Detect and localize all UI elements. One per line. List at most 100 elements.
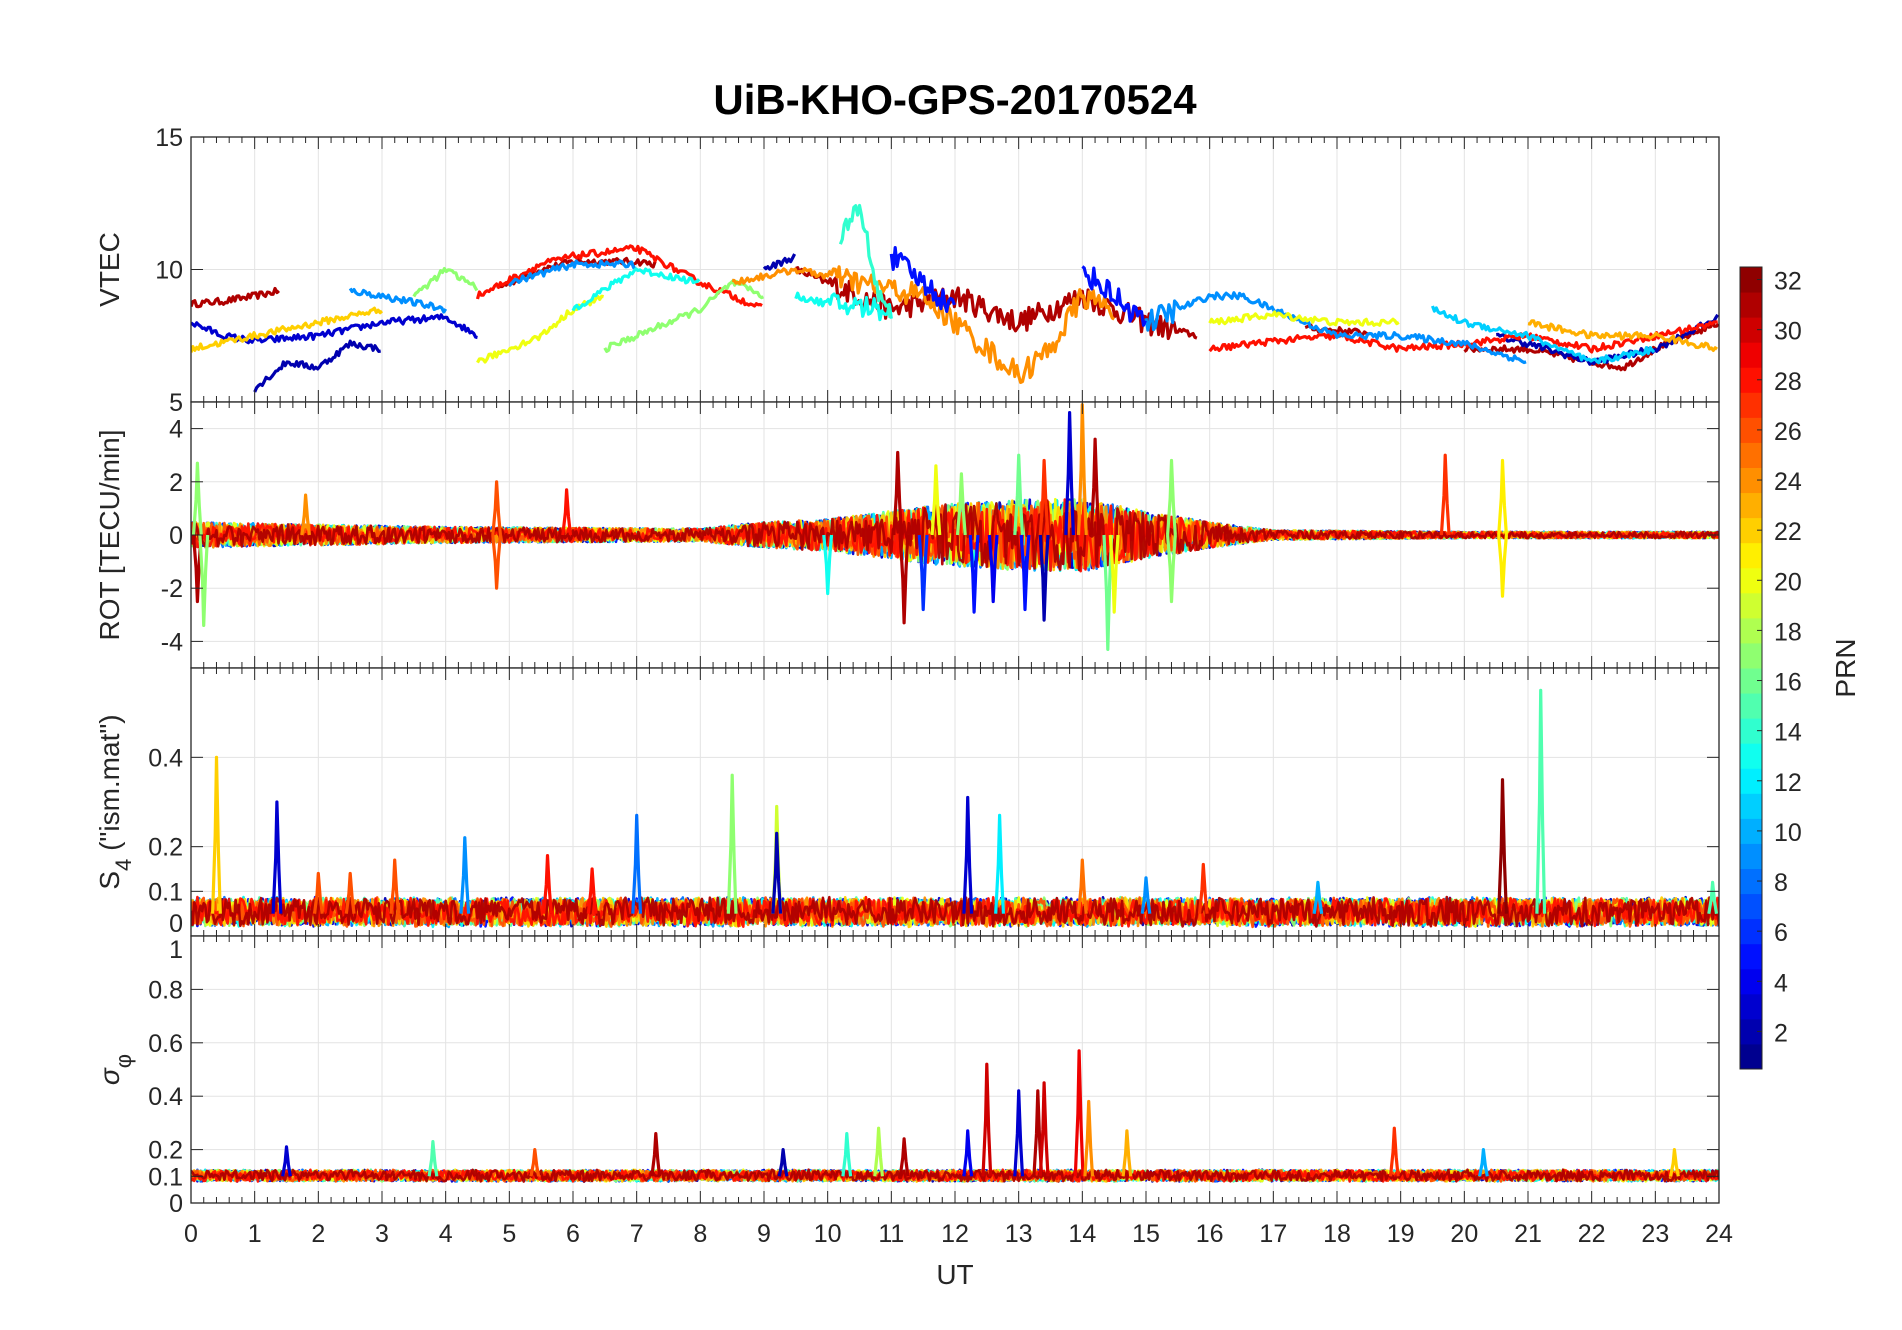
colorbar-frame: [1739, 266, 1763, 1070]
peak-prn-25: [1076, 858, 1088, 914]
series-line-prn-23: [1527, 319, 1719, 352]
series-line-prn-31: [191, 498, 1719, 572]
peak-prn-15: [1707, 880, 1719, 914]
panel-s4: 0 0.1 0.2 0.4 S4 ("ism.mat"): [94, 667, 1720, 938]
series-line-prn-11: [1431, 305, 1656, 365]
y-tick-label: 5: [169, 389, 183, 417]
peak-prn-22: [211, 755, 222, 914]
x-tick-label: 1: [248, 1220, 262, 1248]
colorbar-level: [1740, 542, 1762, 569]
peak-prn-3: [962, 795, 974, 914]
colorbar-level: [1740, 342, 1762, 368]
x-tick-label: 13: [1005, 1220, 1033, 1248]
peak-prn-18: [873, 1126, 884, 1177]
peak-prn-15: [1535, 688, 1547, 914]
colorbar-level: [1740, 843, 1762, 869]
y-tick-label: 0: [169, 1190, 183, 1218]
colorbar-level: [1740, 793, 1762, 819]
peak-prn-17: [191, 461, 203, 536]
peak-prn-28: [542, 853, 553, 914]
series-line-prn-31: [191, 286, 281, 309]
colorbar-tick-label: 16: [1774, 669, 1802, 697]
peak-prn-28: [561, 488, 573, 536]
x-tick-label: 14: [1068, 1220, 1096, 1248]
series-line-prn-5: [889, 246, 956, 313]
colorbar-level: [1740, 868, 1762, 895]
series-line-prn-9: [348, 287, 448, 314]
colorbar-level: [1740, 818, 1762, 844]
panel-vtec: 5 10 15 VTEC: [94, 124, 1720, 417]
series-line-prn-14: [838, 203, 892, 319]
peak-prn-6: [917, 534, 929, 612]
y-tick-label: 2: [169, 469, 183, 497]
y-tick-label: 0: [169, 522, 183, 550]
colorbar-level: [1740, 417, 1762, 443]
colorbar-level: [1740, 617, 1762, 644]
data-layer: [191, 1049, 1719, 1183]
x-tick-label: 9: [757, 1220, 771, 1248]
peak-prn-17: [955, 472, 967, 536]
peak-prn-10: [1478, 1147, 1489, 1177]
peak-prn-30: [981, 1062, 993, 1177]
series-line-prn-31: [191, 1168, 1719, 1183]
peak-prn-31: [650, 1131, 662, 1177]
x-tick-label: 11: [878, 1220, 904, 1248]
peak-prn-15: [427, 1139, 439, 1177]
peak-prn-12: [994, 813, 1005, 914]
y-tick-label: 0.2: [148, 834, 183, 862]
colorbar-level: [1740, 943, 1762, 970]
colorbar-level: [1740, 592, 1762, 619]
data-layer: [191, 403, 1719, 652]
y-axis-label-sub: φ: [111, 1054, 136, 1068]
y-tick-label: 10: [155, 257, 183, 285]
colorbar-tick-label: 20: [1774, 568, 1802, 596]
peak-prn-24: [1083, 1099, 1095, 1177]
series-line-prn-28: [191, 498, 1719, 573]
x-tick-label: 22: [1578, 1220, 1606, 1248]
peak-prn-3: [281, 1145, 292, 1177]
series-line-prn-2: [253, 339, 381, 393]
series-line-prn-28: [191, 1168, 1719, 1183]
y-tick-label: 0.1: [148, 1163, 183, 1191]
peak-prn-31: [898, 534, 910, 625]
peak-prn-16: [1013, 453, 1025, 536]
x-tick-label: 18: [1323, 1220, 1351, 1248]
peak-prn-3: [1064, 411, 1075, 536]
peak-prn-21: [1497, 534, 1508, 598]
peak-prn-20: [1108, 534, 1120, 614]
y-tick-label: 1: [169, 936, 183, 964]
colorbar-tick-label: 28: [1774, 368, 1802, 396]
x-tick-label: 19: [1387, 1220, 1415, 1248]
colorbar-level: [1740, 768, 1762, 794]
colorbar-tick-label: 18: [1774, 618, 1802, 646]
peak-prn-4: [987, 534, 999, 604]
y-axis-label-sub: 4: [111, 859, 136, 871]
y-axis-label: VTEC: [94, 232, 125, 307]
y-tick-label: 0.8: [148, 976, 183, 1004]
peak-prn-10: [1312, 880, 1324, 914]
colorbar-level: [1740, 642, 1762, 669]
x-tick-label: 16: [1196, 1220, 1224, 1248]
y-axis-label: S4 ("ism.mat"): [94, 714, 136, 889]
peak-prn-3: [1013, 1089, 1025, 1177]
peak-prn-14: [841, 1131, 853, 1177]
x-tick-label: 2: [311, 1220, 325, 1248]
peak-prn-28: [586, 867, 598, 914]
x-tick-label: 6: [566, 1220, 580, 1248]
y-tick-label: 0.4: [148, 1083, 183, 1111]
y-tick-label: 0.1: [148, 878, 183, 906]
peak-prn-17: [198, 534, 210, 628]
colorbar-level: [1740, 1043, 1762, 1070]
colorbar-tick-label: 12: [1774, 769, 1802, 797]
peak-prn-16: [1102, 534, 1114, 652]
y-tick-label: 15: [155, 124, 183, 152]
series-line-prn-20: [1208, 310, 1400, 327]
peak-prn-30: [1038, 1081, 1050, 1177]
series-line-prn-9: [1144, 291, 1527, 365]
peak-prn-17: [1166, 534, 1177, 604]
colorbar-level: [1740, 743, 1762, 769]
colorbar-level: [1740, 567, 1762, 594]
peak-prn-24: [300, 493, 311, 536]
peak-prn-32: [1497, 778, 1508, 914]
peak-prn-2: [777, 1147, 789, 1177]
